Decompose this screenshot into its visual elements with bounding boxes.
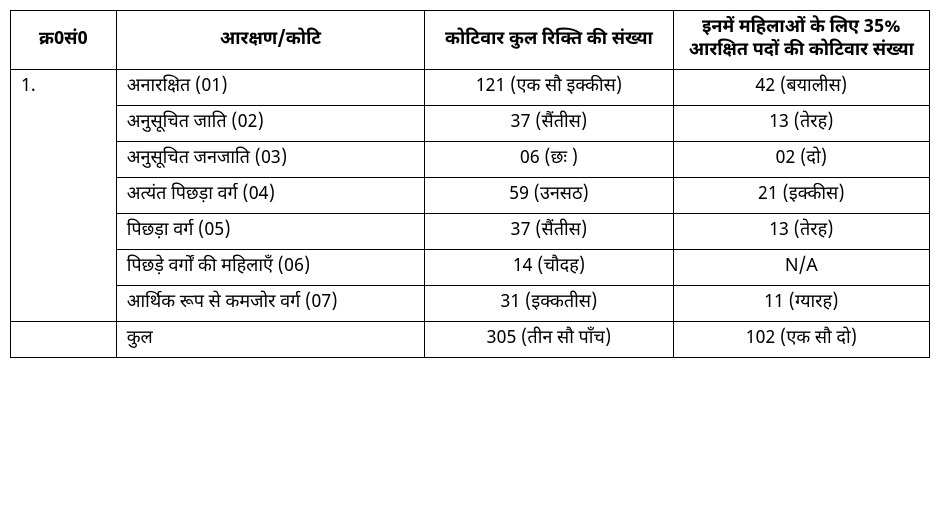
- category-cell: पिछड़ा वर्ग (05): [116, 214, 425, 250]
- header-serial: क्र0सं0: [11, 11, 117, 70]
- header-category: आरक्षण/कोटि: [116, 11, 425, 70]
- total-women-cell: 102 (एक सौ दो): [673, 322, 929, 358]
- table-row: अनुसूचित जनजाति (03) 06 (छः ) 02 (दो): [11, 142, 930, 178]
- table-row: आर्थिक रूप से कमजोर वर्ग (07) 31 (इक्कती…: [11, 286, 930, 322]
- women-cell: 02 (दो): [673, 142, 929, 178]
- table-row: अत्यंत पिछड़ा वर्ग (04) 59 (उनसठ) 21 (इक…: [11, 178, 930, 214]
- women-cell: N/A: [673, 250, 929, 286]
- vacancy-cell: 31 (इक्कतीस): [425, 286, 673, 322]
- table-row: 1. अनारक्षित (01) 121 (एक सौ इक्कीस) 42 …: [11, 70, 930, 106]
- table-row: अनुसूचित जाति (02) 37 (सैंतीस) 13 (तेरह): [11, 106, 930, 142]
- vacancy-cell: 121 (एक सौ इक्कीस): [425, 70, 673, 106]
- total-vacancy-cell: 305 (तीन सौ पाँच): [425, 322, 673, 358]
- total-label-cell: कुल: [116, 322, 425, 358]
- category-cell: पिछड़े वर्गों की महिलाएँ (06): [116, 250, 425, 286]
- table-header-row: क्र0सं0 आरक्षण/कोटि कोटिवार कुल रिक्ति क…: [11, 11, 930, 70]
- category-cell: अनुसूचित जाति (02): [116, 106, 425, 142]
- vacancy-cell: 59 (उनसठ): [425, 178, 673, 214]
- total-serial-cell: [11, 322, 117, 358]
- category-cell: अनुसूचित जनजाति (03): [116, 142, 425, 178]
- women-cell: 11 (ग्यारह): [673, 286, 929, 322]
- vacancy-cell: 14 (चौदह): [425, 250, 673, 286]
- header-vacancy: कोटिवार कुल रिक्ति की संख्या: [425, 11, 673, 70]
- category-cell: अनारक्षित (01): [116, 70, 425, 106]
- table-total-row: कुल 305 (तीन सौ पाँच) 102 (एक सौ दो): [11, 322, 930, 358]
- header-women: इनमें महिलाओं के लिए 35% आरक्षित पदों की…: [673, 11, 929, 70]
- vacancy-cell: 37 (सैंतीस): [425, 106, 673, 142]
- category-cell: आर्थिक रूप से कमजोर वर्ग (07): [116, 286, 425, 322]
- category-cell: अत्यंत पिछड़ा वर्ग (04): [116, 178, 425, 214]
- table-row: पिछड़ा वर्ग (05) 37 (सैंतीस) 13 (तेरह): [11, 214, 930, 250]
- women-cell: 13 (तेरह): [673, 214, 929, 250]
- women-cell: 42 (बयालीस): [673, 70, 929, 106]
- serial-cell: 1.: [11, 70, 117, 322]
- vacancy-cell: 37 (सैंतीस): [425, 214, 673, 250]
- reservation-table: क्र0सं0 आरक्षण/कोटि कोटिवार कुल रिक्ति क…: [10, 10, 930, 358]
- table-row: पिछड़े वर्गों की महिलाएँ (06) 14 (चौदह) …: [11, 250, 930, 286]
- women-cell: 21 (इक्कीस): [673, 178, 929, 214]
- vacancy-cell: 06 (छः ): [425, 142, 673, 178]
- women-cell: 13 (तेरह): [673, 106, 929, 142]
